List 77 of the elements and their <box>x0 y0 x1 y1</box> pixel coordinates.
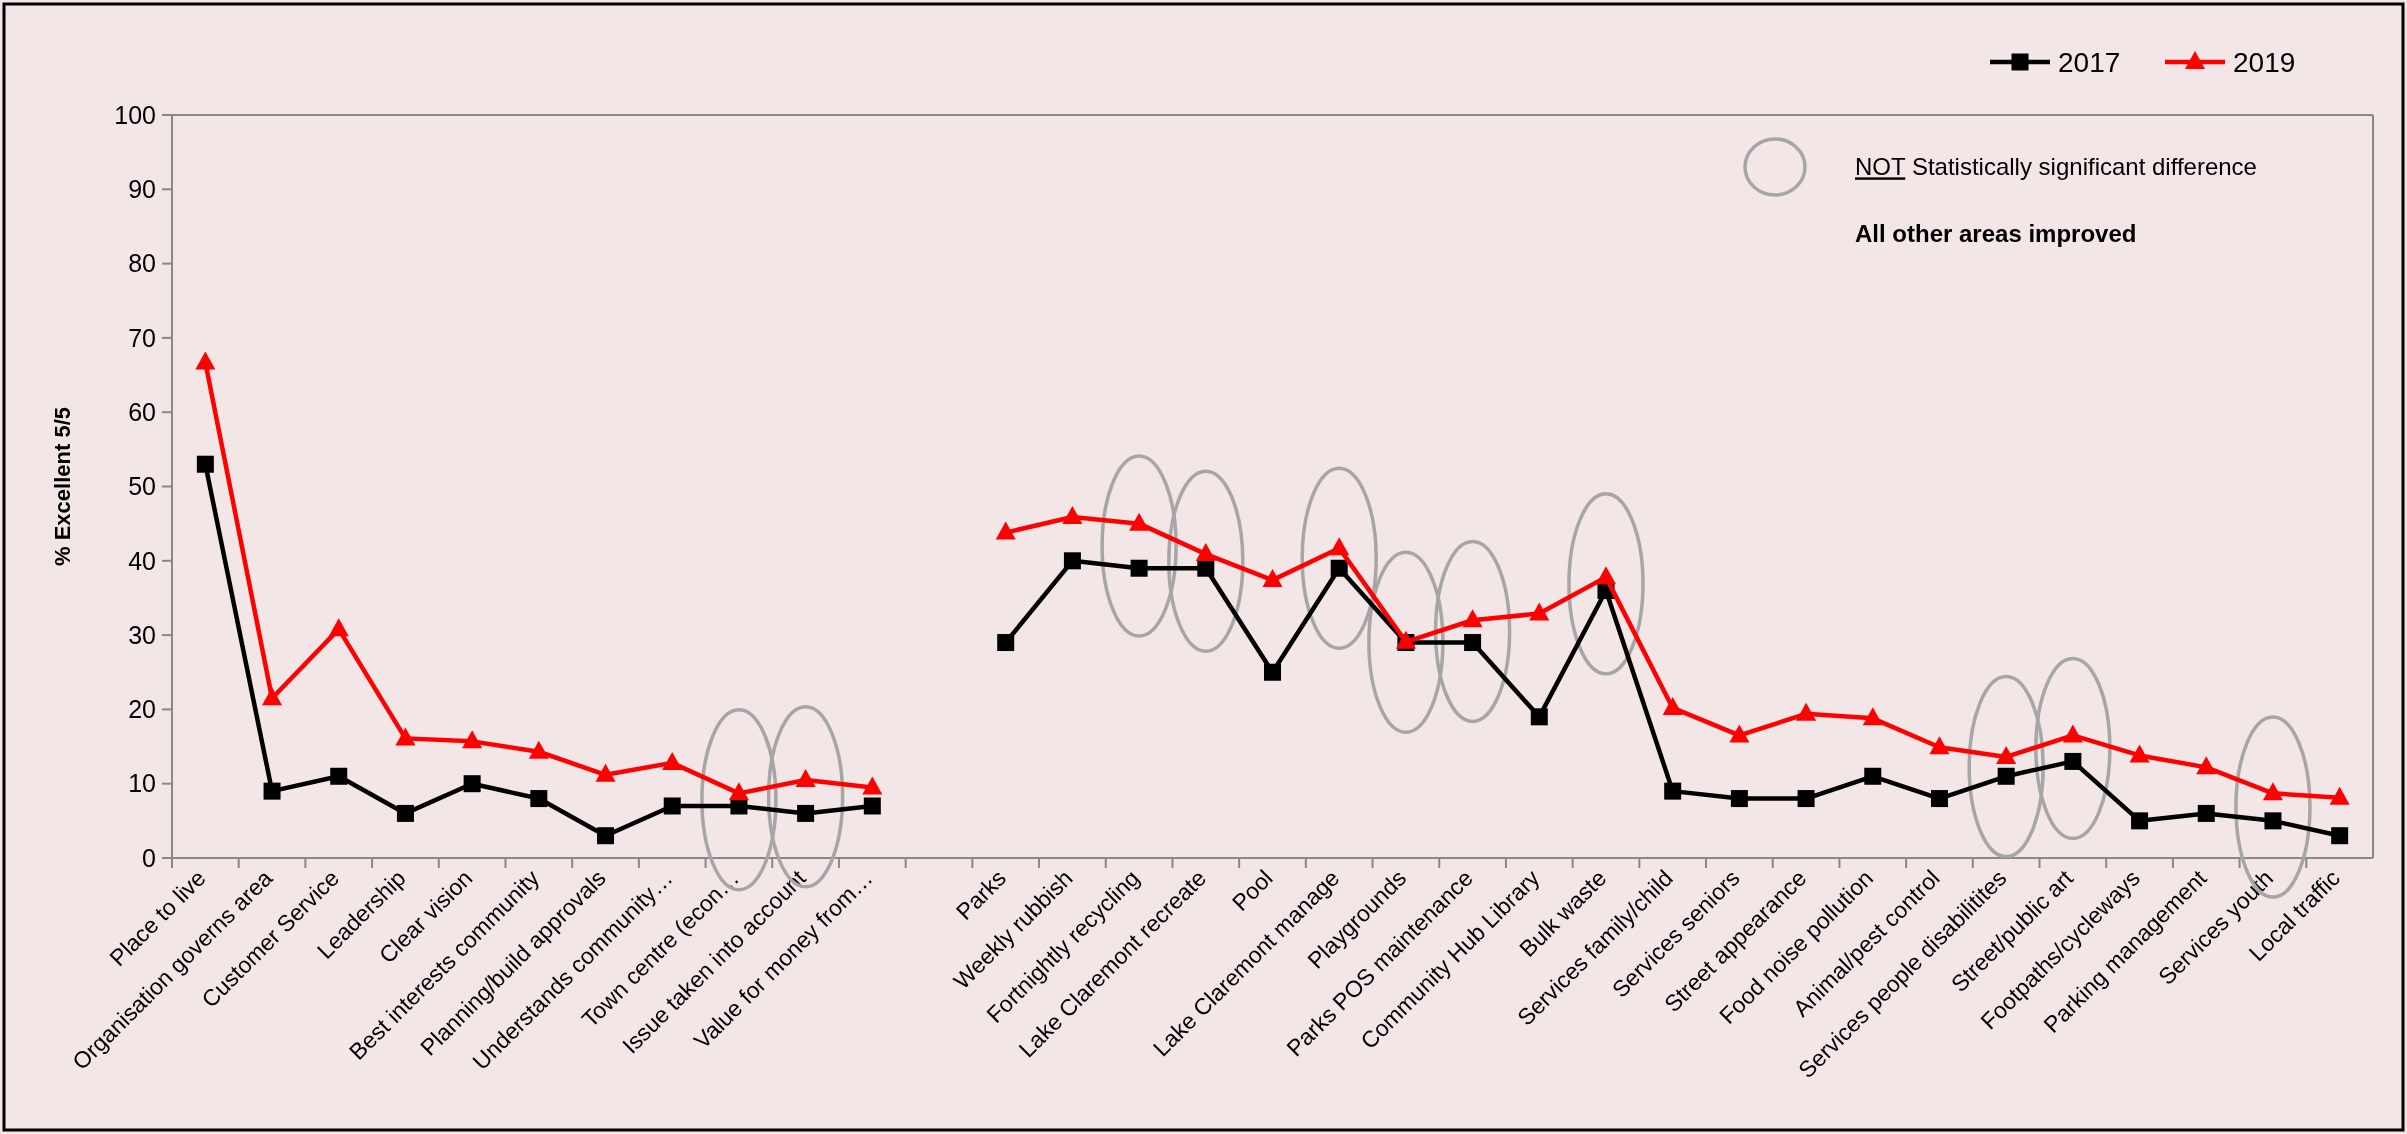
point <box>1062 505 1083 524</box>
point <box>195 351 216 370</box>
point <box>2196 756 2217 775</box>
y-tick-label: 70 <box>128 323 156 352</box>
annotation: NOT Statistically significant difference <box>1855 153 2257 181</box>
point <box>1197 559 1215 577</box>
point <box>1862 707 1883 726</box>
y-tick-label: 50 <box>128 472 156 501</box>
point <box>1730 790 1748 808</box>
point <box>728 782 749 801</box>
point <box>196 455 214 473</box>
point <box>2129 744 2150 763</box>
point <box>662 751 683 770</box>
y-tick-label: 0 <box>142 843 156 872</box>
point <box>1195 543 1216 562</box>
point <box>1329 537 1350 556</box>
point <box>1864 767 1882 785</box>
y-tick-label: 40 <box>128 546 156 575</box>
y-tick-label: 100 <box>114 100 156 129</box>
point <box>1996 745 2017 764</box>
point <box>463 775 481 793</box>
point <box>1797 790 1815 808</box>
point <box>330 767 348 785</box>
point <box>1129 512 1150 531</box>
point <box>1529 602 1550 621</box>
y-tick-label: 80 <box>128 249 156 278</box>
point <box>1929 736 1950 755</box>
point <box>863 797 881 815</box>
y-axis-title: % Excellent 5/5 <box>50 407 75 566</box>
point <box>2131 812 2149 830</box>
point <box>263 782 281 800</box>
point <box>1464 634 1482 652</box>
point <box>995 521 1016 540</box>
point <box>1330 559 1348 577</box>
y-tick-label: 10 <box>128 769 156 798</box>
point <box>597 827 615 845</box>
point <box>2264 812 2282 830</box>
point <box>2329 786 2350 805</box>
point <box>2062 724 2083 743</box>
point <box>797 804 815 822</box>
point <box>1729 724 1750 743</box>
point <box>528 740 549 759</box>
point <box>595 763 616 782</box>
point <box>862 776 883 795</box>
point <box>2262 782 2283 801</box>
point <box>1595 566 1616 585</box>
point <box>396 804 414 822</box>
point <box>997 634 1015 652</box>
y-tick-label: 20 <box>128 695 156 724</box>
point <box>1997 767 2015 785</box>
point <box>2064 752 2082 770</box>
point <box>1063 552 1081 570</box>
point <box>1664 782 1682 800</box>
y-tick-label: 60 <box>128 397 156 426</box>
point <box>795 768 816 787</box>
y-tick-label: 30 <box>128 620 156 649</box>
point <box>1264 663 1281 681</box>
point <box>1395 630 1416 649</box>
point <box>1130 559 1148 577</box>
point <box>395 727 416 746</box>
point <box>262 687 283 706</box>
point <box>462 730 483 749</box>
point <box>1930 790 1948 808</box>
annotation: All other areas improved <box>1855 220 2137 248</box>
point <box>2331 827 2349 845</box>
y-tick-label: 90 <box>128 175 156 204</box>
point <box>663 797 681 815</box>
point <box>1462 609 1483 628</box>
point <box>1662 696 1683 715</box>
point <box>1530 708 1548 726</box>
point <box>328 618 349 637</box>
legend-label: 2017 <box>2058 46 2121 78</box>
point <box>1796 702 1817 721</box>
point <box>530 790 548 808</box>
point <box>2197 804 2215 822</box>
point <box>1262 569 1283 588</box>
legend-label: 2019 <box>2233 46 2296 78</box>
